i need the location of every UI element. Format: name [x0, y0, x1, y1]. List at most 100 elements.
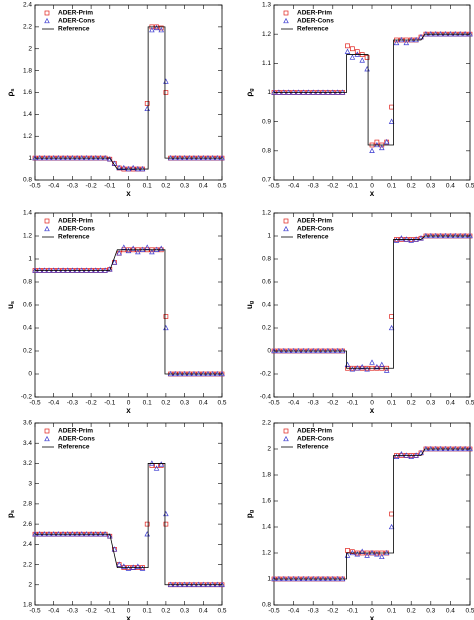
x-tick-label: -0.4: [48, 183, 60, 190]
x-tick-label: -0.1: [347, 608, 359, 615]
x-tick-label: -0.2: [85, 608, 97, 615]
x-tick-label: 0.3: [426, 608, 435, 615]
x-tick-label: -0.1: [347, 183, 359, 190]
x-tick-label: 0.3: [180, 183, 189, 190]
triangle-marker: [349, 366, 356, 372]
x-tick-label: 0.4: [199, 400, 208, 407]
y-tick-label: 0.8: [262, 256, 271, 263]
triangle-marker: [130, 245, 136, 251]
legend-label: ADER-Cons: [58, 436, 95, 443]
triangle-marker: [111, 259, 118, 265]
y-tick-label: 1.2: [262, 550, 271, 557]
reference-line: [35, 463, 222, 586]
triangle-marker: [364, 552, 370, 558]
x-tick-label: -0.2: [85, 400, 97, 407]
triangle-marker: [135, 248, 141, 255]
triangle-marker: [107, 533, 113, 539]
y-tick-label: 1.8: [23, 67, 32, 74]
square-marker: [144, 521, 150, 527]
panel: 1.8 2 2.2 2.4 2.6 2.8 3 3.2 3.4 3.6 -0.5 -0.4 -0.3 -0…: [6, 420, 227, 620]
x-tick-label: -0.3: [67, 183, 79, 190]
square-marker: [144, 101, 150, 106]
x-tick-label: -0.3: [308, 183, 320, 190]
triangle-marker: [163, 510, 169, 517]
square-marker: [163, 314, 169, 319]
triangle-marker: [418, 33, 424, 40]
triangle-marker: [144, 531, 150, 537]
triangle-marker: [398, 451, 405, 457]
y-tick-label: 0.2: [262, 325, 271, 332]
x-tick-label: -0.5: [29, 400, 41, 407]
triangle-marker: [354, 551, 361, 557]
legend-label: ADER-Prim: [297, 218, 332, 225]
y-tick-label: 2.4: [23, 2, 32, 9]
x-tick-label: -0.5: [268, 608, 280, 615]
reference-line: [35, 249, 222, 375]
x-tick-label: -0.1: [347, 400, 359, 407]
x-tick-label: 0.5: [217, 183, 226, 190]
triangle-marker: [121, 164, 127, 171]
y-tick-label: 1: [267, 233, 271, 240]
y-tick-label: 0.4: [262, 302, 271, 309]
triangle-marker: [364, 366, 370, 372]
triangle-marker: [388, 523, 395, 530]
legend-label: ADER-Prim: [58, 428, 93, 435]
triangle-marker: [369, 147, 375, 153]
x-tick-label: -0.3: [67, 400, 79, 407]
square-marker: [350, 549, 355, 555]
y-tick-label: 0.7: [262, 177, 271, 184]
triangle-marker: [149, 248, 155, 255]
y-tick-label: 0.8: [262, 602, 271, 609]
triangle-marker: [116, 561, 122, 567]
y-axis-subscript: g: [249, 88, 255, 91]
x-tick-label: 0: [370, 608, 374, 615]
y-tick-label: 1.6: [23, 89, 32, 96]
triangle-marker: [383, 367, 390, 373]
triangle-marker: [379, 144, 385, 151]
legend-label: Reference: [58, 444, 90, 451]
triangle-marker: [379, 361, 385, 367]
triangle-marker: [374, 551, 380, 557]
triangle-marker: [158, 245, 165, 251]
x-tick-label: -0.3: [308, 400, 320, 407]
y-tick-label: 2.6: [23, 521, 32, 528]
triangle-marker: [144, 244, 150, 250]
triangle-marker: [388, 118, 395, 124]
x-tick-label: 0: [127, 608, 131, 615]
triangle-marker: [408, 237, 414, 243]
x-tick-label: 0.2: [161, 400, 170, 407]
y-tick-label: -0.2: [260, 371, 272, 378]
reference-line: [274, 33, 470, 146]
y-tick-label: 1.3: [262, 2, 271, 9]
x-tick-label: 0.3: [180, 608, 189, 615]
triangle-marker: [121, 244, 127, 250]
y-tick-label: 1.2: [262, 210, 271, 217]
legend-marker: [283, 428, 289, 434]
triangle-marker: [107, 156, 113, 162]
x-tick-label: 0.5: [217, 608, 226, 615]
y-tick-label: 1: [28, 155, 32, 162]
legend-label: ADER-Prim: [58, 218, 93, 225]
y-axis-subscript: s: [10, 88, 16, 91]
y-tick-label: 0.2: [23, 348, 32, 355]
x-tick-label: 0: [127, 183, 131, 190]
x-tick-label: -0.5: [268, 183, 280, 190]
square-marker: [364, 55, 370, 60]
x-tick-label: 0.4: [199, 608, 208, 615]
legend-label: Reference: [297, 444, 329, 451]
square-marker: [163, 521, 169, 527]
triangle-marker: [125, 247, 132, 254]
square-marker: [389, 314, 394, 319]
y-tick-label: 2: [267, 446, 271, 453]
x-tick-label: -0.4: [48, 400, 60, 407]
legend-marker: [283, 435, 289, 442]
y-axis-label: pg: [245, 510, 255, 518]
triangle-marker: [393, 39, 400, 46]
x-tick-label: 0.2: [407, 400, 416, 407]
y-tick-label: 1.2: [23, 233, 32, 240]
legend-marker: [44, 225, 50, 232]
legend-marker: [44, 428, 50, 434]
square-marker: [354, 49, 360, 55]
x-tick-label: 0.1: [387, 608, 396, 615]
triangle-marker: [125, 565, 132, 571]
